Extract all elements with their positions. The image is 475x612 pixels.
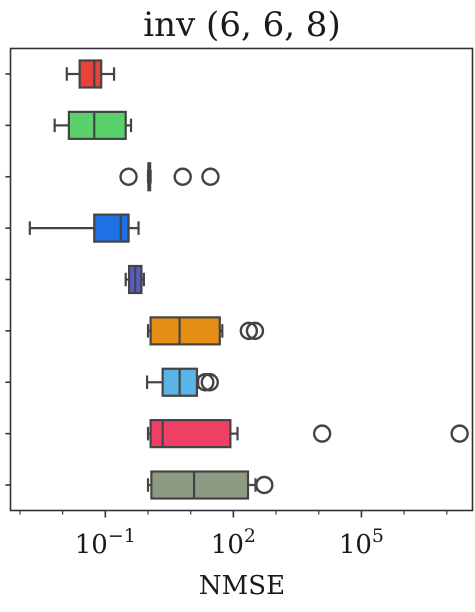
outlier-point xyxy=(245,321,265,341)
outlier-point xyxy=(201,167,220,186)
outlier-point xyxy=(450,424,469,443)
y-ticks xyxy=(5,73,11,486)
box xyxy=(93,213,130,243)
box xyxy=(67,110,127,140)
outlier-point xyxy=(239,321,259,341)
outlier-point xyxy=(255,475,274,495)
x-tick-label: 105 xyxy=(339,525,384,560)
box xyxy=(149,316,221,346)
box-group xyxy=(65,59,116,89)
box-group xyxy=(145,367,219,397)
x-tick-label: 10−1 xyxy=(75,525,136,560)
box-group xyxy=(53,110,133,140)
x-tick-label: 102 xyxy=(211,525,256,560)
box xyxy=(150,470,250,500)
x-axis-label: NMSE xyxy=(199,571,285,601)
outlier-point xyxy=(312,424,332,443)
box-group xyxy=(146,470,274,500)
outlier-point xyxy=(119,167,138,186)
x-axis: 10−1 102 105 xyxy=(19,510,448,560)
box-group xyxy=(28,213,140,243)
box-group xyxy=(146,419,469,449)
box-group xyxy=(146,316,265,346)
box-group xyxy=(124,264,145,295)
box xyxy=(149,419,232,449)
boxes xyxy=(28,59,469,500)
chart-title: inv (6, 6, 8) xyxy=(143,5,340,45)
outlier-point xyxy=(173,167,192,186)
outlier-point xyxy=(200,373,219,392)
box xyxy=(78,59,103,89)
box-group xyxy=(119,162,220,192)
